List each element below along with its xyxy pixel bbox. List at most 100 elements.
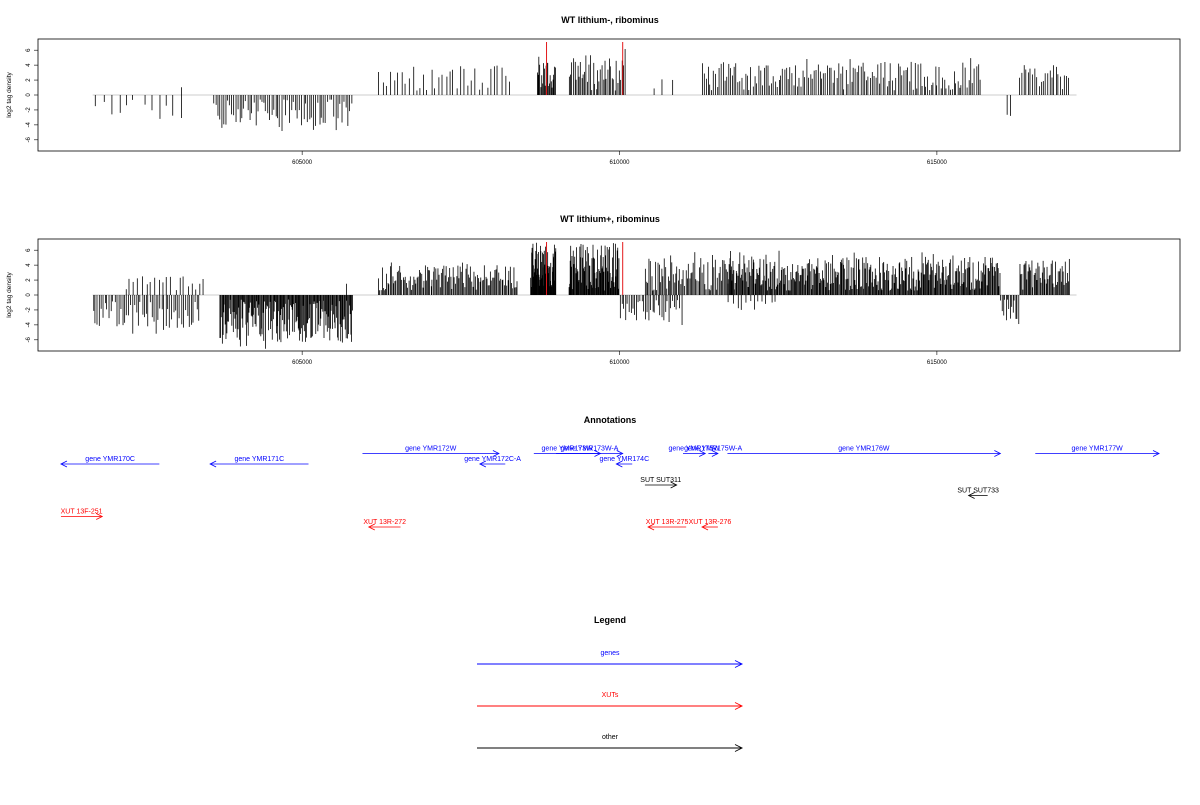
annotation-feature: gene YMR177W [1035, 446, 1160, 457]
y-tick-label: 2 [26, 278, 32, 282]
signal-bars [92, 48, 1077, 132]
track-panel-lithium-plus: WT lithium+, ribominus -6 -4 -2 0 2 4 6 605000… [6, 214, 1181, 366]
arrow-right-icon [670, 481, 678, 489]
arrow-right-icon [492, 450, 500, 457]
y-tick-label: -2 [26, 107, 32, 113]
y-tick-label: 0 [26, 293, 32, 297]
annotation-features: gene YMR170C gene YMR171C gene YMR172W gene… [60, 446, 1160, 531]
annotation-feature: gene YMR174C [599, 456, 649, 468]
y-axis: -6 -4 -2 0 2 4 6 [26, 248, 38, 342]
arrow-left-icon [615, 460, 623, 468]
annotation-panel: Annotations gene YMR170C gene YMR171Cgene… [60, 415, 1160, 531]
arrow-right-icon [734, 744, 744, 752]
y-axis-label: log2 tag density [6, 71, 13, 117]
annotation-feature: SUT SUT733 [957, 488, 999, 499]
annotation-feature: XUT 13R-275 [646, 519, 689, 531]
arrow-right-icon [734, 702, 744, 710]
arrow-right-icon [699, 450, 707, 457]
feature-label: gene YMR173W [542, 446, 594, 453]
arrow-right-icon [711, 450, 719, 457]
feature-label: gene YMR176W [838, 446, 890, 453]
feature-label: gene YMR175W-A [684, 446, 742, 453]
arrow-left-icon [209, 460, 217, 468]
y-axis-label: log2 tag density [6, 271, 13, 317]
feature-label: XUT 13F-251 [61, 509, 103, 516]
feature-label: gene YMR177W [1072, 446, 1124, 453]
arrow-left-icon [701, 523, 709, 531]
feature-label: gene YMR174C [599, 456, 649, 463]
feature-label: gene YMR172C-A [464, 456, 521, 463]
feature-label: gene YMR172W [405, 446, 457, 453]
feature-label: gene YMR171C [234, 456, 284, 463]
annotation-feature: SUT SUT311 [640, 477, 681, 489]
legend-label: genes [600, 650, 620, 657]
feature-label: gene YMR175W [668, 446, 720, 453]
feature-label: SUT SUT733 [957, 488, 999, 495]
annotation-feature: gene YMR170C [60, 456, 160, 468]
y-tick-label: 4 [26, 263, 32, 267]
legend-label: other [602, 734, 619, 741]
annotation-feature: gene YMR171C [209, 456, 309, 468]
panel-title: WT lithium+, ribominus [560, 214, 660, 224]
y-tick-label: 6 [26, 48, 32, 52]
legend-entry: XUTs [477, 692, 744, 710]
y-tick-label: -4 [26, 322, 32, 328]
x-axis: 605000 610000 615000 [292, 151, 948, 166]
arrow-right-icon [616, 450, 624, 457]
annotation-feature: XUT 13R-272 [363, 519, 406, 531]
signal-bars [92, 242, 1077, 349]
arrow-left-icon [367, 523, 375, 531]
legend-panel: Legend genes XUTs other [477, 615, 744, 752]
feature-label: XUT 13R-272 [363, 519, 406, 526]
y-tick-label: 6 [26, 248, 32, 252]
annotation-feature: gene YMR175W-A [684, 446, 743, 457]
arrow-right-icon [734, 660, 744, 668]
panel-title: WT lithium-, ribominus [561, 15, 659, 25]
x-tick-label: 615000 [927, 160, 948, 166]
track-panel-lithium-minus: WT lithium-, ribominus -6 -4 -2 0 2 4 6 605000… [6, 15, 1181, 166]
arrow-right-icon [1152, 450, 1160, 457]
legend-entry: other [477, 734, 744, 752]
legend-entries: genes XUTs other [477, 650, 744, 752]
legend-title: Legend [594, 615, 626, 625]
marker-lines [546, 42, 624, 95]
y-tick-label: 0 [26, 93, 32, 97]
arrow-left-icon [60, 460, 68, 468]
arrow-right-icon [96, 513, 104, 520]
annotation-feature: XUT 13R-276 [689, 519, 732, 531]
y-tick-label: -6 [26, 136, 32, 142]
y-axis: -6 -4 -2 0 2 4 6 [26, 48, 38, 142]
annotation-feature: gene YMR176W [727, 446, 1002, 457]
y-tick-label: -4 [26, 122, 32, 128]
marker-lines [546, 242, 624, 295]
arrow-left-icon [647, 523, 655, 531]
x-axis: 605000 610000 615000 [292, 351, 948, 366]
y-tick-label: -6 [26, 336, 32, 342]
arrow-right-icon [994, 450, 1002, 457]
feature-label: SUT SUT311 [640, 477, 681, 484]
annotation-feature: gene YMR172W [362, 446, 500, 457]
x-tick-label: 605000 [292, 160, 313, 166]
x-tick-label: 610000 [610, 360, 631, 366]
y-tick-label: 2 [26, 78, 32, 82]
annotation-feature: gene YMR173W-A [556, 446, 624, 457]
feature-label: gene YMR170C [85, 456, 135, 463]
annotation-feature: gene YMR175W [668, 446, 720, 457]
x-tick-label: 615000 [927, 360, 948, 366]
legend-label: XUTs [602, 692, 619, 699]
y-tick-label: -2 [26, 307, 32, 313]
arrow-left-icon [967, 492, 975, 499]
annotation-feature: gene YMR172C-A [464, 456, 521, 468]
feature-label: XUT 13R-275 [646, 519, 689, 526]
x-tick-label: 610000 [610, 160, 631, 166]
arrow-left-icon [478, 460, 487, 468]
feature-label: gene YMR173W-A [560, 446, 618, 453]
feature-label: XUT 13R-276 [689, 519, 732, 526]
x-tick-label: 605000 [292, 360, 313, 366]
annotation-title: Annotations [584, 415, 637, 425]
y-tick-label: 4 [26, 63, 32, 67]
legend-entry: genes [477, 650, 744, 668]
annotation-feature: XUT 13F-251 [61, 509, 104, 520]
